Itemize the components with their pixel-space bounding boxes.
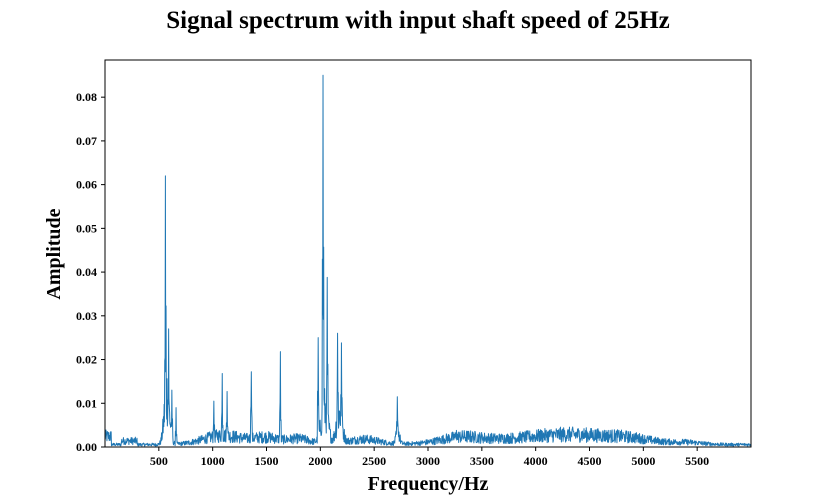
x-tick-label: 5000: [631, 454, 655, 468]
plot-area: [104, 74, 752, 447]
x-tick-label: 2500: [362, 454, 386, 468]
x-tick-label: 3500: [470, 454, 494, 468]
x-tick-label: 5500: [685, 454, 709, 468]
y-tick-label: 0.03: [76, 309, 97, 323]
y-tick-label: 0.01: [76, 396, 97, 410]
x-tick-label: 1500: [255, 454, 279, 468]
x-tick-label: 500: [150, 454, 168, 468]
y-tick-label: 0.04: [76, 265, 97, 279]
x-axis-label: Frequency/Hz: [368, 473, 489, 495]
y-tick-label: 0.05: [76, 221, 97, 235]
chart-title: Signal spectrum with input shaft speed o…: [166, 7, 670, 34]
plot-frame: [104, 59, 752, 448]
x-tick-label: 4000: [524, 454, 548, 468]
x-axis: 500 1000 1500 2000 2500 3000 3500 4000 4500 5000 5…: [150, 447, 709, 468]
spectrum-line: [104, 74, 752, 447]
y-tick-label: 0.06: [76, 178, 97, 192]
y-axis-label: Amplitude: [43, 208, 65, 299]
y-axis: 0.00 0.01 0.02 0.03 0.04 0.05 0.06 0.07 0.08: [76, 90, 105, 454]
x-tick-label: 4500: [578, 454, 602, 468]
y-tick-label: 0.08: [76, 90, 97, 104]
x-tick-label: 1000: [201, 454, 225, 468]
x-tick-label: 2000: [308, 454, 332, 468]
y-tick-label: 0.07: [76, 134, 97, 148]
y-tick-label: 0.02: [76, 353, 97, 367]
x-tick-label: 3000: [416, 454, 440, 468]
y-tick-label: 0.00: [76, 440, 97, 454]
